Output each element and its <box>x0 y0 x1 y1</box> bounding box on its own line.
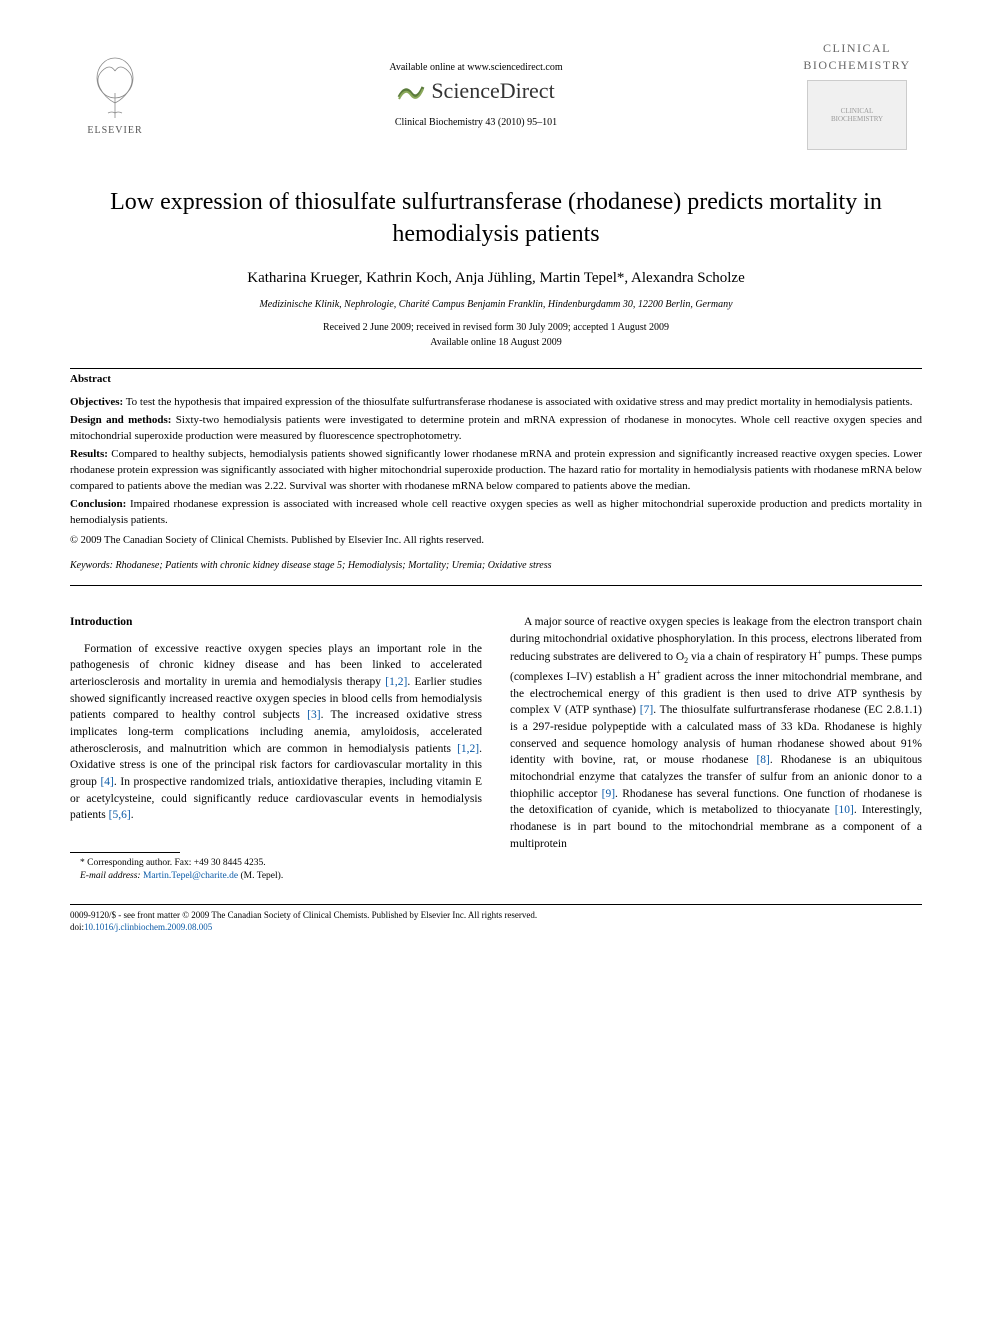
dates-received: Received 2 June 2009; received in revise… <box>323 322 669 333</box>
corresponding-author-note: * Corresponding author. Fax: +49 30 8445… <box>70 857 482 870</box>
abstract-body: Objectives: To test the hypothesis that … <box>70 395 922 548</box>
abstract-heading: Abstract <box>70 373 922 385</box>
publisher-name: ELSEVIER <box>87 125 142 136</box>
front-matter-line: 0009-9120/$ - see front matter © 2009 Th… <box>70 909 922 922</box>
doi-label: doi: <box>70 922 84 932</box>
results-label: Results: <box>70 448 108 460</box>
journal-cover-thumb: CLINICALBIOCHEMISTRY <box>807 80 907 150</box>
page-bottom-info: 0009-9120/$ - see front matter © 2009 Th… <box>70 909 922 934</box>
article-title: Low expression of thiosulfate sulfurtran… <box>70 186 922 251</box>
cite-8[interactable]: [8] <box>756 754 769 766</box>
intro-para-1: Formation of excessive reactive oxygen s… <box>70 641 482 824</box>
column-right: A major source of reactive oxygen specie… <box>510 614 922 884</box>
sciencedirect-icon <box>397 77 425 105</box>
results-text: Compared to healthy subjects, hemodialys… <box>70 448 922 492</box>
conclusion-text: Impaired rhodanese expression is associa… <box>70 498 922 526</box>
doi-link[interactable]: 10.1016/j.clinbiochem.2009.08.005 <box>84 922 212 932</box>
available-online-text: Available online at www.sciencedirect.co… <box>160 62 792 73</box>
divider-bottom <box>70 585 922 586</box>
authors: Katharina Krueger, Kathrin Koch, Anja Jü… <box>70 270 922 287</box>
keywords-text: Rhodanese; Patients with chronic kidney … <box>113 560 552 571</box>
footnote-separator <box>70 852 180 853</box>
keywords-line: Keywords: Rhodanese; Patients with chron… <box>70 560 922 571</box>
abstract-design: Design and methods: Sixty-two hemodialys… <box>70 413 922 445</box>
conclusion-label: Conclusion: <box>70 498 126 510</box>
intro-para-2: A major source of reactive oxygen specie… <box>510 614 922 852</box>
doi-line: doi:10.1016/j.clinbiochem.2009.08.005 <box>70 921 922 934</box>
divider-top <box>70 368 922 369</box>
platform-row: ScienceDirect <box>160 77 792 105</box>
cite-10[interactable]: [10] <box>835 804 854 816</box>
citation-line: Clinical Biochemistry 43 (2010) 95–101 <box>160 117 792 128</box>
column-left: Introduction Formation of excessive reac… <box>70 614 482 884</box>
objectives-label: Objectives: <box>70 396 123 408</box>
platform-name: ScienceDirect <box>431 78 554 104</box>
keywords-label: Keywords: <box>70 560 113 571</box>
cite-5-6[interactable]: [5,6] <box>109 809 131 821</box>
journal-name-2: BIOCHEMISTRY <box>792 57 922 74</box>
abstract-objectives: Objectives: To test the hypothesis that … <box>70 395 922 411</box>
body-columns: Introduction Formation of excessive reac… <box>70 614 922 884</box>
publisher-logo: ELSEVIER <box>70 53 160 136</box>
elsevier-tree-icon <box>80 53 150 123</box>
page-bottom-rule <box>70 904 922 905</box>
journal-logo-block: CLINICAL BIOCHEMISTRY CLINICALBIOCHEMIST… <box>792 40 922 150</box>
cite-1-2[interactable]: [1,2] <box>385 676 407 688</box>
intro-heading: Introduction <box>70 614 482 631</box>
cite-9[interactable]: [9] <box>602 788 615 800</box>
dates-online: Available online 18 August 2009 <box>430 337 561 348</box>
journal-name-1: CLINICAL <box>792 40 922 57</box>
email-label: E-mail address: <box>80 871 143 881</box>
abstract-copyright: © 2009 The Canadian Society of Clinical … <box>70 533 922 548</box>
email-footnote: E-mail address: Martin.Tepel@charite.de … <box>70 870 482 883</box>
page-header: ELSEVIER Available online at www.science… <box>70 40 922 150</box>
article-dates: Received 2 June 2009; received in revise… <box>70 320 922 350</box>
abstract-conclusion: Conclusion: Impaired rhodanese expressio… <box>70 497 922 529</box>
email-link[interactable]: Martin.Tepel@charite.de <box>143 871 238 881</box>
header-center: Available online at www.sciencedirect.co… <box>160 62 792 128</box>
cite-4[interactable]: [4] <box>100 776 113 788</box>
cite-3[interactable]: [3] <box>307 709 320 721</box>
email-suffix: (M. Tepel). <box>238 871 283 881</box>
cite-7[interactable]: [7] <box>640 704 653 716</box>
design-label: Design and methods: <box>70 414 171 426</box>
affiliation: Medizinische Klinik, Nephrologie, Charit… <box>70 299 922 310</box>
design-text: Sixty-two hemodialysis patients were inv… <box>70 414 922 442</box>
objectives-text: To test the hypothesis that impaired exp… <box>123 396 912 408</box>
abstract-results: Results: Compared to healthy subjects, h… <box>70 447 922 495</box>
cite-1-2b[interactable]: [1,2] <box>457 743 479 755</box>
